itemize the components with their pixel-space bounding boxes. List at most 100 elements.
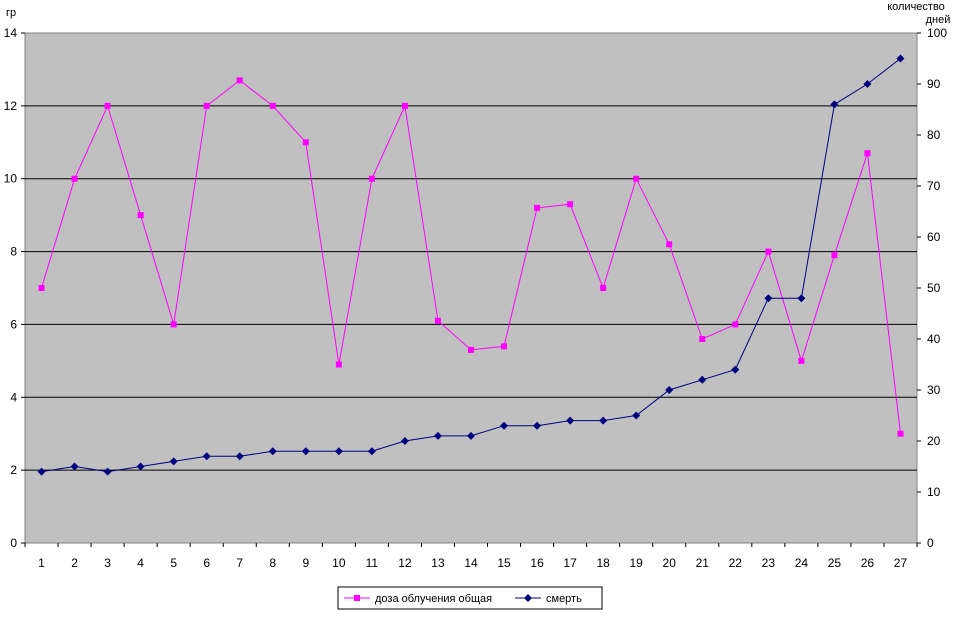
- right-tick-label: 80: [927, 128, 941, 142]
- x-tick-label: 19: [630, 556, 644, 570]
- right-axis-label-line2: дней: [926, 14, 951, 26]
- x-tick-label: 7: [236, 556, 243, 570]
- right-tick-label: 0: [927, 536, 934, 550]
- legend-marker-dose: [354, 595, 360, 601]
- right-tick-label: 40: [927, 332, 941, 346]
- point-death: [103, 467, 112, 476]
- x-tick-label: 16: [530, 556, 544, 570]
- right-tick-label: 50: [927, 281, 941, 295]
- x-tick-label: 9: [302, 556, 309, 570]
- legend-box: [337, 586, 603, 610]
- x-tick-label: 18: [596, 556, 610, 570]
- point-death: [37, 467, 46, 476]
- point-dose: [368, 175, 375, 182]
- point-death: [533, 421, 542, 430]
- x-axis: 1 2 3 4 5 6 7 8 9 10 11 12 13 14 15 16 17 18 19 20 21 22 23 24 2…: [24, 543, 918, 570]
- left-tick-label: 10: [4, 172, 18, 186]
- series-layer: [37, 54, 905, 476]
- point-death: [70, 462, 79, 471]
- plot-area: [24, 32, 918, 544]
- x-tick-label: 4: [137, 556, 144, 570]
- x-tick-label: 11: [366, 556, 379, 570]
- x-tick-label: 3: [104, 556, 111, 570]
- left-tick-label: 2: [10, 463, 17, 477]
- point-death: [235, 452, 244, 461]
- point-death: [698, 375, 707, 384]
- right-tick-label: 20: [927, 434, 941, 448]
- point-dose: [71, 175, 78, 182]
- point-death: [797, 294, 806, 303]
- x-tick-label: 14: [464, 556, 478, 570]
- left-tick-label: 0: [10, 536, 17, 550]
- legend-marker-death: [524, 594, 532, 602]
- point-dose: [831, 252, 838, 259]
- left-tick-label: 6: [10, 317, 17, 331]
- point-dose: [236, 77, 243, 84]
- x-tick-label: 2: [71, 556, 78, 570]
- point-dose: [732, 321, 739, 328]
- x-tick-label: 23: [762, 556, 776, 570]
- x-tick-label: 17: [563, 556, 577, 570]
- point-dose: [600, 285, 607, 291]
- point-dose: [765, 248, 772, 255]
- point-dose: [633, 175, 640, 182]
- point-dose: [137, 212, 144, 219]
- x-tick-label: 10: [332, 556, 346, 570]
- left-axis-label: гр: [6, 7, 16, 19]
- x-tick-label: 13: [431, 556, 445, 570]
- x-tick-label: 24: [795, 556, 809, 570]
- point-dose: [666, 241, 673, 248]
- x-tick-label: 8: [269, 556, 276, 570]
- point-dose: [104, 102, 111, 109]
- x-tick-label: 15: [497, 556, 511, 570]
- point-death: [268, 447, 277, 456]
- point-dose: [203, 102, 210, 109]
- point-death: [400, 437, 409, 445]
- x-tick-label: 12: [398, 556, 412, 570]
- point-dose: [269, 102, 276, 109]
- left-tick-label: 8: [10, 245, 17, 259]
- point-dose: [699, 336, 706, 342]
- point-death: [632, 411, 641, 420]
- x-tick-label: 21: [696, 556, 710, 570]
- point-death: [566, 416, 575, 425]
- point-death: [169, 457, 178, 466]
- point-dose: [501, 343, 508, 350]
- point-death: [301, 447, 310, 456]
- point-death: [367, 447, 376, 456]
- legend: доза облучения общая смерть: [337, 586, 603, 610]
- point-dose: [567, 201, 574, 208]
- point-death: [731, 365, 740, 374]
- x-tick-label: 20: [663, 556, 677, 570]
- point-death: [334, 447, 343, 456]
- point-dose: [38, 285, 45, 291]
- point-death: [136, 462, 145, 471]
- legend-label-death: смерть: [546, 593, 582, 605]
- point-death: [467, 431, 475, 440]
- point-dose: [434, 317, 441, 324]
- x-tick-label: 5: [170, 556, 177, 570]
- point-death: [896, 54, 905, 63]
- right-tick-label: 10: [927, 485, 941, 499]
- right-tick-label: 30: [927, 383, 941, 397]
- point-death: [500, 421, 509, 430]
- point-death: [830, 100, 839, 109]
- x-tick-label: 26: [861, 556, 875, 570]
- right-tick-label: 100: [927, 26, 947, 40]
- x-tick-label: 6: [203, 556, 210, 570]
- point-dose: [468, 346, 474, 353]
- point-death: [202, 452, 211, 461]
- legend-label-dose: доза облучения общая: [375, 593, 492, 605]
- right-axis-label-line1: количество: [887, 1, 945, 13]
- right-axis: 0 10 20 30 40 50 60 70 80 90 100: [917, 26, 947, 550]
- right-tick-label: 60: [927, 230, 941, 244]
- left-axis: 0 2 4 6 8 10 12 14: [4, 26, 25, 550]
- point-dose: [864, 150, 871, 157]
- point-dose: [170, 321, 177, 328]
- right-tick-label: 90: [927, 77, 941, 91]
- point-dose: [401, 102, 408, 109]
- point-death: [599, 416, 608, 425]
- x-tick-label: 22: [729, 556, 743, 570]
- point-dose: [302, 139, 309, 146]
